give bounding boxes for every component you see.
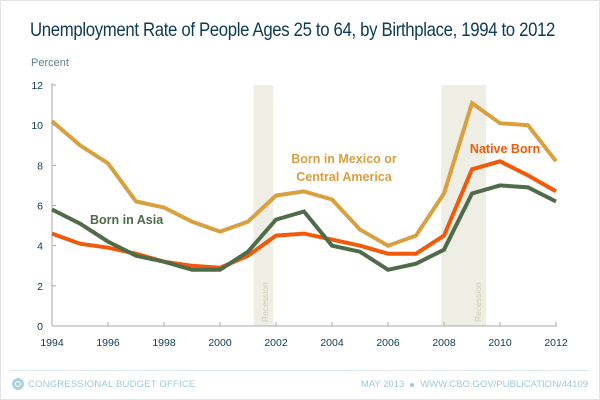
x-tick-label: 2006 [376, 337, 400, 349]
series-lines [50, 99, 558, 272]
x-tick-label: 1996 [96, 337, 120, 349]
series-label: Born in Asia [90, 213, 164, 227]
recession-bands: Recession Recession [253, 85, 486, 326]
x-tick-label: 2010 [488, 337, 512, 349]
series-label: Central America [296, 170, 392, 184]
footer-date: MAY 2013 [360, 379, 405, 390]
chart-title: Unemployment Rate of People Ages 25 to 6… [30, 19, 556, 41]
bullet-icon [410, 382, 415, 387]
footer-divider [10, 370, 590, 371]
x-tick-label: 2008 [432, 337, 456, 349]
axes: 0 2 4 6 8 10 12 1994 1996 1998 2000 2002 2004 2006 200… [31, 80, 568, 349]
recession-label: Recession [473, 282, 483, 322]
x-tick-label: 1994 [40, 337, 64, 349]
series-label: Born in Mexico or [291, 152, 397, 166]
footer-url[interactable]: WWW.CBO.GOV/PUBLICATION/44109 [420, 379, 588, 390]
x-tick-label: 2002 [264, 337, 288, 349]
y-tick-label: 12 [31, 80, 43, 92]
series-labels: Born in Mexico or Central America Native B… [90, 142, 540, 227]
footer-org: CONGRESSIONAL BUDGET OFFICE [12, 378, 195, 390]
series-line-born-in-asia [51, 183, 557, 272]
y-tick-label: 8 [37, 160, 43, 172]
footer-publication: MAY 2013 WWW.CBO.GOV/PUBLICATION/44109 [361, 379, 588, 390]
x-tick-label: 1998 [152, 337, 176, 349]
x-tick-label: 2012 [544, 337, 568, 349]
recession-label: Recession [260, 282, 270, 322]
series-line-born-in-mexico-or-central-america [50, 99, 558, 248]
y-tick-label: 0 [37, 321, 43, 333]
y-tick-label: 4 [37, 241, 43, 253]
x-tick-label: 2000 [208, 337, 232, 349]
y-tick-label: 2 [37, 281, 43, 293]
y-axis-unit-label: Percent [31, 57, 69, 69]
footer-org-name: CONGRESSIONAL BUDGET OFFICE [28, 378, 196, 390]
cbo-logo-icon [12, 378, 24, 390]
y-tick-label: 6 [37, 201, 43, 213]
y-tick-label: 10 [31, 120, 43, 132]
series-label: Native Born [470, 142, 540, 156]
x-tick-label: 2004 [320, 337, 344, 349]
